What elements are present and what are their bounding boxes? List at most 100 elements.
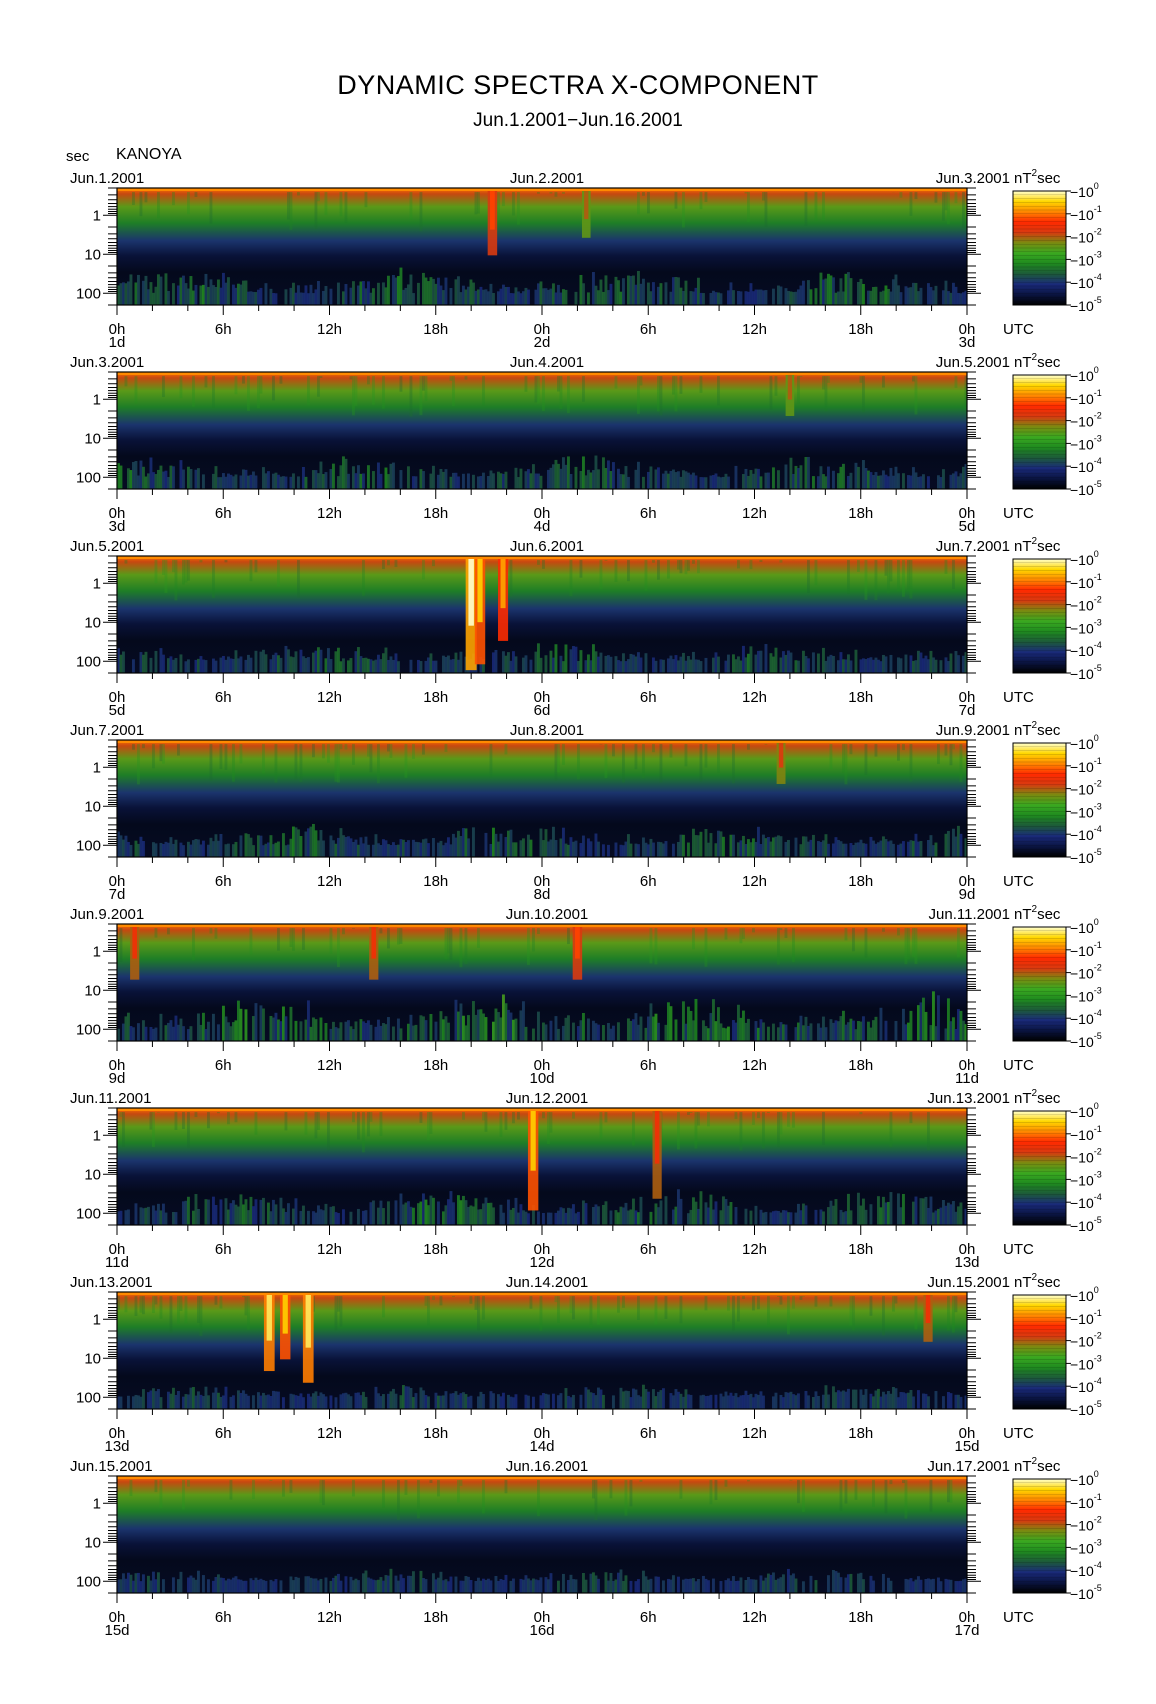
colorbar [1012, 190, 1067, 306]
colorbar-tick-label: −100 [1070, 549, 1099, 568]
day-label: 13d [954, 1254, 979, 1271]
day-label: 7d [959, 702, 976, 719]
x-tick-label: 6h [215, 1425, 232, 1442]
x-tick-label: 6h [640, 1241, 657, 1258]
day-label: 5d [959, 518, 976, 535]
colorbar-tick-label: −10-5 [1070, 1399, 1102, 1418]
x-tick-label: 0h [959, 1241, 976, 1258]
x-tick-label: 12h [742, 1241, 767, 1258]
colorbar-unit: nT2sec [1014, 536, 1061, 555]
x-tick-label: 0h [109, 689, 126, 706]
day-label: 9d [959, 886, 976, 903]
colorbar-tick-label: −10-4 [1070, 456, 1102, 475]
panel-mid-date: Jun.12.2001 [506, 1090, 589, 1107]
colorbar [1012, 742, 1067, 858]
x-tick-label: 6h [640, 873, 657, 890]
panel-start-date: Jun.13.2001 [70, 1274, 153, 1291]
day-label: 9d [109, 1070, 126, 1087]
x-tick-label: 12h [317, 1241, 342, 1258]
colorbar-tick-label: −10-4 [1070, 640, 1102, 659]
colorbar-tick-label: −10-3 [1070, 249, 1102, 268]
colorbar-tick-label: −10-2 [1070, 779, 1102, 798]
day-label: 4d [534, 518, 551, 535]
x-tick-label: 18h [423, 1241, 448, 1258]
x-tick-label: 0h [959, 689, 976, 706]
x-tick-label: 18h [848, 321, 873, 338]
utc-label: UTC [1003, 689, 1034, 706]
colorbar-tick-label: −10-4 [1070, 1192, 1102, 1211]
y-tick-label: 10 [84, 614, 101, 631]
y-tick-label: 1 [93, 1127, 101, 1144]
x-tick-label: 0h [534, 1057, 551, 1074]
x-tick-label: 0h [959, 505, 976, 522]
y-tick-label: 1 [93, 575, 101, 592]
x-tick-label: 6h [215, 321, 232, 338]
y-tick-label: 100 [76, 1205, 101, 1222]
x-tick-label: 12h [317, 1425, 342, 1442]
y-tick-label: 10 [84, 982, 101, 999]
colorbar-unit: nT2sec [1014, 904, 1061, 923]
panel-end-date: Jun.7.2001 [936, 538, 1010, 555]
x-tick-label: 0h [534, 1241, 551, 1258]
y-tick-label: 100 [76, 1573, 101, 1590]
utc-label: UTC [1003, 1057, 1034, 1074]
y-tick-label: 10 [84, 1350, 101, 1367]
x-tick-label: 18h [423, 321, 448, 338]
x-tick-label: 12h [317, 873, 342, 890]
y-tick-label: 100 [76, 1021, 101, 1038]
y-tick-label: 100 [76, 837, 101, 854]
x-tick-label: 0h [109, 505, 126, 522]
x-tick-label: 12h [742, 1057, 767, 1074]
day-label: 13d [104, 1438, 129, 1455]
x-tick-label: 12h [317, 1609, 342, 1626]
x-tick-label: 12h [742, 689, 767, 706]
x-tick-label: 12h [317, 505, 342, 522]
colorbar-tick-label: −10-1 [1070, 204, 1102, 223]
x-tick-label: 6h [640, 505, 657, 522]
colorbar-tick-label: −10-1 [1070, 1492, 1102, 1511]
x-tick-label: 6h [215, 1609, 232, 1626]
x-tick-label: 18h [423, 689, 448, 706]
utc-label: UTC [1003, 1425, 1034, 1442]
x-tick-label: 0h [959, 873, 976, 890]
spectrogram-panel: Jun.9.2001 Jun.10.2001 Jun.11.2001 nT2sec11… [70, 904, 1102, 1087]
y-tick-label: 10 [84, 1534, 101, 1551]
colorbar-tick-label: −10-4 [1070, 272, 1102, 291]
y-tick-label: 100 [76, 285, 101, 302]
panel-mid-date: Jun.4.2001 [510, 354, 584, 371]
colorbar-tick-label: −10-1 [1070, 572, 1102, 591]
x-tick-label: 6h [640, 1057, 657, 1074]
x-tick-label: 0h [109, 1425, 126, 1442]
x-tick-label: 18h [423, 1609, 448, 1626]
colorbar [1012, 1110, 1067, 1226]
day-label: 6d [534, 702, 551, 719]
colorbar-tick-label: −10-3 [1070, 1169, 1102, 1188]
x-tick-label: 6h [215, 1057, 232, 1074]
x-tick-label: 6h [215, 689, 232, 706]
panel-end-date: Jun.11.2001 [929, 906, 1010, 923]
x-tick-label: 0h [109, 873, 126, 890]
colorbar-tick-label: −10-2 [1070, 1331, 1102, 1350]
day-label: 15d [104, 1622, 129, 1639]
day-label: 2d [534, 334, 551, 351]
x-tick-label: 18h [848, 1425, 873, 1442]
colorbar-tick-label: −10-5 [1070, 847, 1102, 866]
colorbar-tick-label: −10-3 [1070, 1537, 1102, 1556]
spectrogram-panel: Jun.15.2001 Jun.16.2001 Jun.17.2001 nT2sec 1… [70, 1456, 1102, 1639]
colorbar-tick-label: −10-2 [1070, 595, 1102, 614]
colorbar-tick-label: −100 [1070, 733, 1099, 752]
x-tick-label: 18h [848, 1609, 873, 1626]
x-tick-label: 12h [317, 1057, 342, 1074]
y-tick-label: 100 [76, 469, 101, 486]
panel-end-date: Jun.5.2001 [936, 354, 1010, 371]
x-tick-label: 0h [534, 321, 551, 338]
y-tick-label: 1 [93, 1311, 101, 1328]
day-label: 5d [109, 702, 126, 719]
utc-label: UTC [1003, 1241, 1034, 1258]
spectrogram-panel: Jun.13.2001 Jun.14.2001 Jun.15.2001 nT2sec 1… [70, 1272, 1102, 1455]
spectrogram-panel: Jun.7.2001 Jun.8.2001 Jun.9.2001 nT2sec 1 10 1… [70, 720, 1102, 903]
panel-start-date: Jun.3.2001 [70, 354, 144, 371]
colorbar-tick-label: −10-3 [1070, 1353, 1102, 1372]
x-tick-label: 0h [959, 321, 976, 338]
